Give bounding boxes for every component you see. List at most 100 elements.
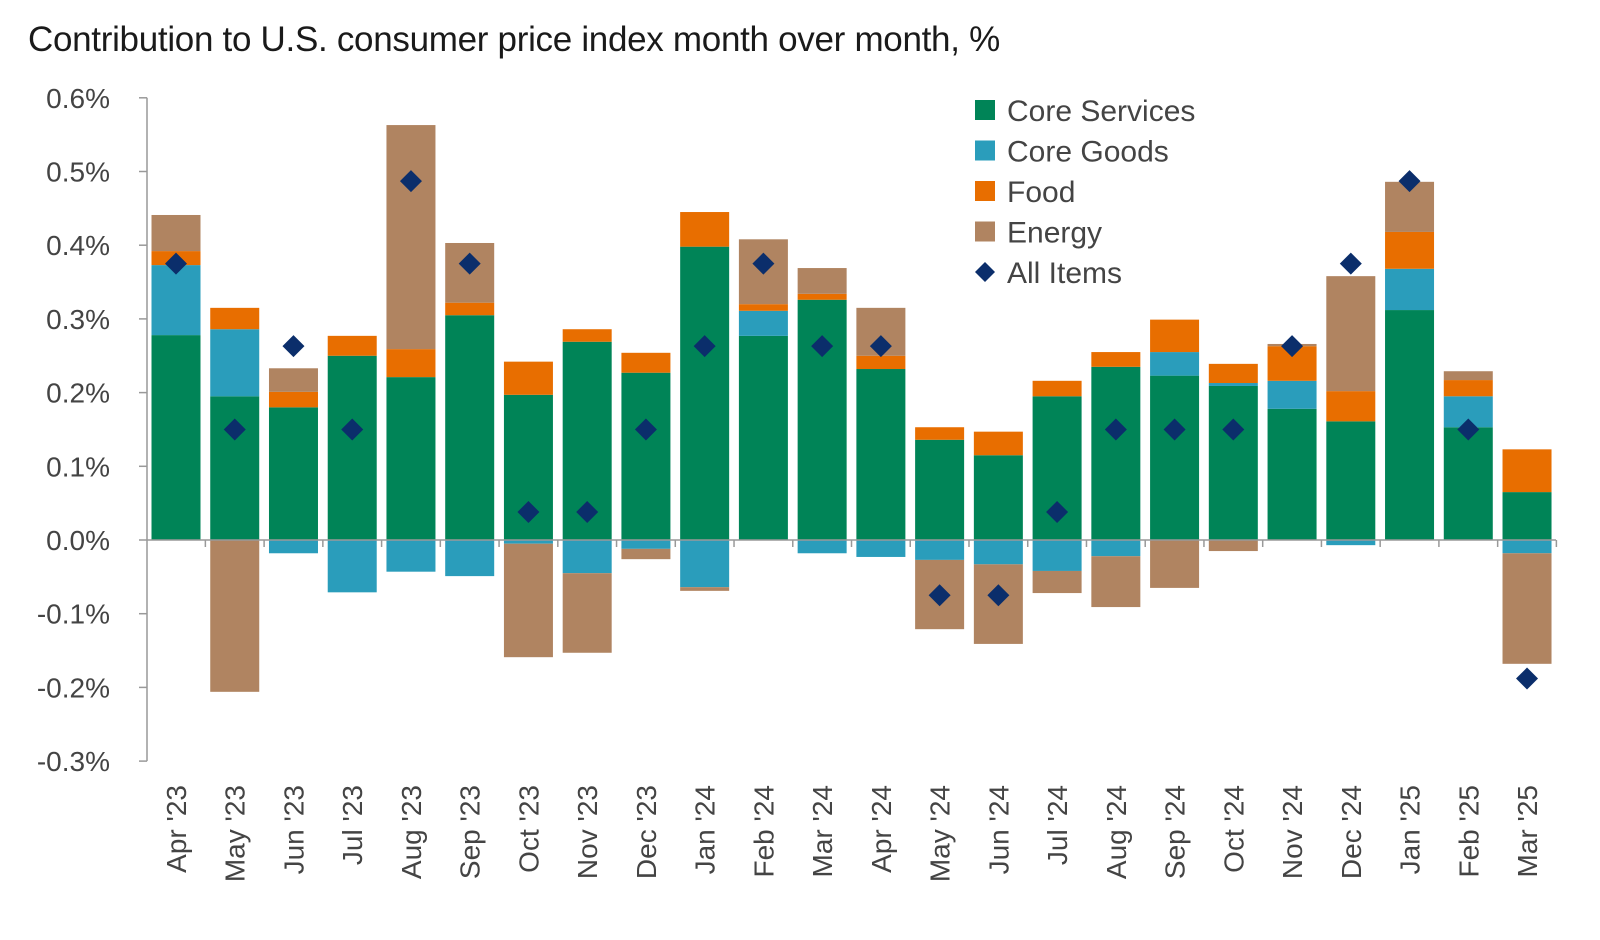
legend-swatch-icon [975,100,995,120]
bar-core-goods [1502,540,1552,554]
bar-food [1091,352,1141,367]
bar-core-goods [503,540,553,544]
bar-core-services [210,396,260,540]
x-tick-label: Jul '23 [337,785,368,865]
bar-core-services [1091,366,1141,540]
bar-food [738,304,788,311]
bar-food [621,352,671,373]
all-items-marker [458,252,481,275]
bar-core-goods [738,310,788,336]
bar-food [680,212,730,247]
x-tick-label: Apr '24 [866,785,897,873]
bar-core-services [973,455,1023,540]
bar-core-services [915,439,965,540]
bar-core-goods [1032,540,1082,571]
all-items-marker [752,252,775,275]
bar-energy [268,368,318,392]
all-items-marker [1516,667,1539,690]
y-tick-label: 0.1% [46,451,110,482]
y-tick-label: -0.1% [37,599,110,630]
bar-core-goods [797,540,847,554]
x-tick-label: Jul '24 [1042,785,1073,865]
bar-energy [797,268,847,294]
all-items-marker [165,252,187,275]
bar-food [503,361,553,395]
bar-food [1208,363,1258,384]
all-items-marker [1281,335,1304,358]
x-tick-label: Aug '24 [1101,785,1132,879]
bar-core-goods [1150,352,1200,376]
all-items-marker [517,500,540,523]
y-tick-label: 0.2% [46,378,110,409]
legend-label: All Items [1007,257,1122,290]
all-items-marker [1163,418,1186,441]
x-tick-label: Dec '23 [631,785,662,879]
y-tick-label: 0.5% [46,157,110,188]
x-tick-label: Jun '24 [983,785,1014,874]
legend-diamond-icon [975,262,995,282]
all-items-marker [1046,500,1069,523]
bar-energy [680,587,730,591]
x-tick-label: Sep '23 [455,785,486,879]
bar-energy [386,125,436,350]
bar-food [1326,391,1376,422]
bar-energy [210,540,260,692]
legend-label: Food [1007,176,1075,209]
bar-core-goods [386,540,436,572]
bar-food [915,427,965,440]
x-tick-label: Aug '23 [396,785,427,879]
bar-energy [151,214,201,252]
bar-food [973,431,1023,456]
all-items-marker [223,418,246,441]
bar-energy [503,543,553,658]
bar-core-goods [1091,540,1141,557]
x-tick-label: Nov '23 [572,785,603,879]
bar-core-goods [562,540,612,574]
bar-core-services [327,355,377,540]
bar-core-goods [210,329,260,397]
bar-food [268,391,318,408]
bar-food [797,293,847,300]
bar-core-services [621,372,671,540]
bar-food [1385,231,1435,269]
bar-energy [1443,371,1493,381]
y-tick-label: 0.3% [46,304,110,335]
bar-core-services [680,246,730,540]
all-items-marker [1457,418,1480,441]
all-items-marker [1222,418,1245,441]
bar-food [1032,380,1082,397]
all-items-marker [341,418,364,441]
all-items-marker [1104,418,1127,441]
legend-label: Core Services [1007,95,1195,128]
legend-label: Energy [1007,217,1102,250]
bar-core-goods [268,540,318,554]
all-items-marker [1398,170,1421,193]
bar-core-goods [1208,383,1258,386]
legend-swatch-icon [975,140,995,161]
x-tick-label: Oct '23 [513,785,544,873]
x-tick-label: May '24 [925,785,956,882]
bar-energy [562,573,612,653]
bar-core-services [1208,385,1258,540]
y-tick-label: -0.3% [37,746,110,777]
bar-food [562,329,612,342]
all-items-marker [634,418,657,441]
bar-core-goods [856,540,906,557]
all-items-marker [282,335,305,358]
bar-core-goods [680,540,730,588]
bar-food [210,307,260,330]
x-tick-label: Sep '24 [1160,785,1191,879]
bar-food [856,355,906,370]
all-items-marker [987,584,1010,607]
bar-core-services [1502,492,1552,540]
bar-core-services [1385,310,1435,540]
all-items-marker [576,500,599,523]
y-tick-label: 0.0% [46,525,110,556]
bar-core-goods [973,540,1023,565]
x-tick-label: Mar '25 [1512,785,1543,878]
chart-title: Contribution to U.S. consumer price inde… [28,20,1000,59]
bar-core-goods [1326,540,1376,546]
bar-core-services [151,335,201,540]
bar-food [445,302,495,316]
